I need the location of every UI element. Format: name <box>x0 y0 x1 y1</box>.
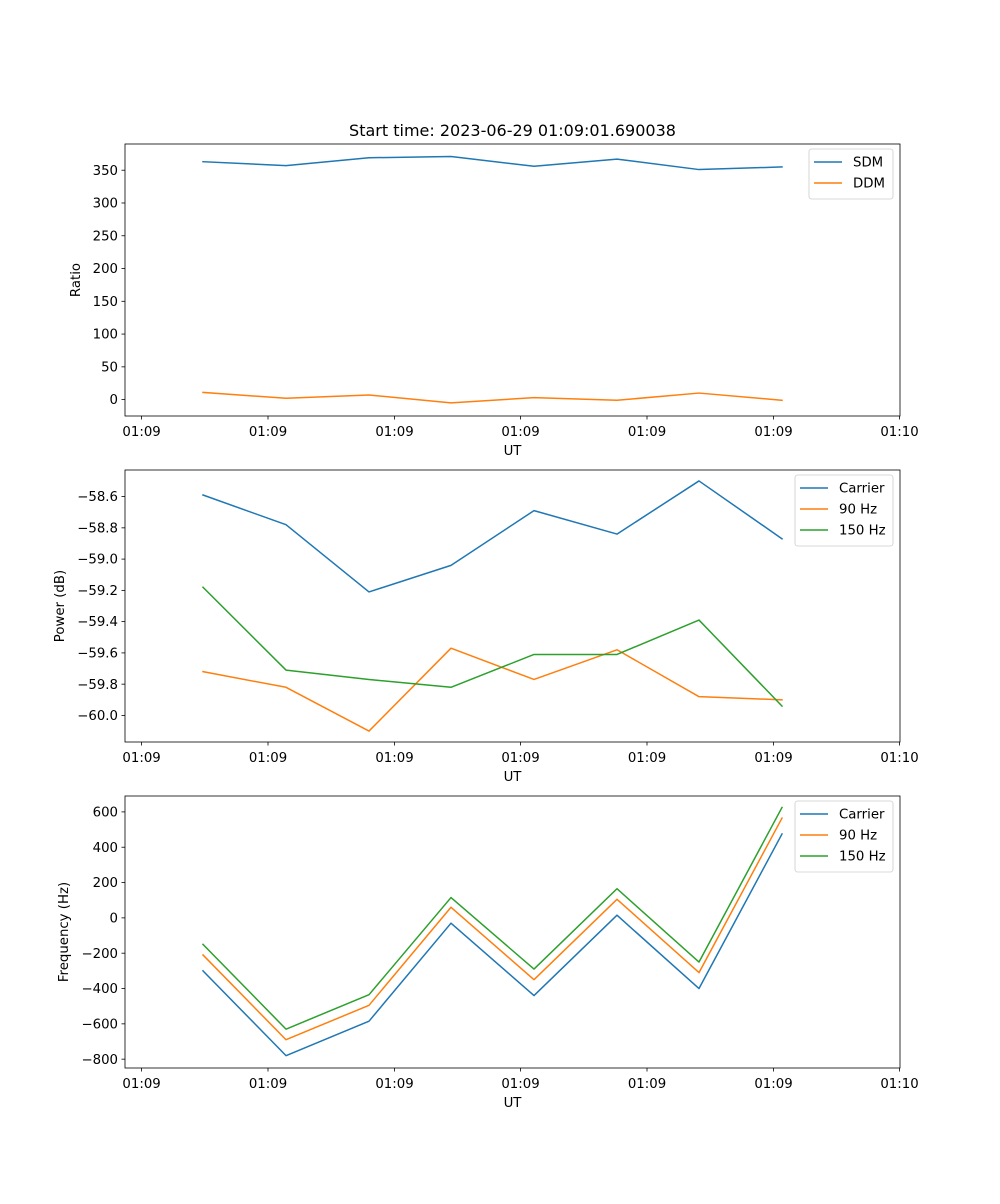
y-tick-label: −200 <box>81 947 118 962</box>
x-tick-label: 01:09 <box>122 425 160 440</box>
legend-entry: 150 Hz <box>839 850 886 865</box>
y-tick-label: −59.2 <box>77 584 118 599</box>
x-tick-label: 01:09 <box>501 1077 539 1092</box>
chart-title: Start time: 2023-06-29 01:09:01.690038 <box>349 121 676 140</box>
y-tick-label: −59.4 <box>77 615 118 630</box>
y-tick-label: −600 <box>81 1017 118 1032</box>
y-tick-label: 200 <box>93 876 118 891</box>
legend-entry: 90 Hz <box>839 503 877 518</box>
legend-entry: 150 Hz <box>839 524 886 539</box>
x-tick-label: 01:09 <box>122 751 160 766</box>
y-tick-label: 250 <box>93 229 118 244</box>
x-tick-label: 01:09 <box>754 1077 792 1092</box>
legend: SDM DDM <box>808 148 894 200</box>
y-tick-label: 150 <box>93 295 118 310</box>
x-tick-label: 01:10 <box>880 425 918 440</box>
chart-panel-3: 01:09 01:09 01:09 01:09 01:09 01:09 01:10 −800 −… <box>57 795 919 1111</box>
x-tick-label: 01:09 <box>375 751 413 766</box>
y-tick-label: 0 <box>110 393 118 408</box>
series-line-ddm <box>202 391 783 404</box>
x-axis-label: UT <box>504 770 523 785</box>
y-tick-label: −59.6 <box>77 646 118 661</box>
axes-frame <box>124 143 901 417</box>
y-tick-label: 100 <box>93 328 118 343</box>
legend-box <box>794 474 894 547</box>
y-tick-label: −58.8 <box>77 521 118 536</box>
legend-entry: Carrier <box>839 808 885 823</box>
x-tick-label: 01:09 <box>375 1077 413 1092</box>
x-axis-label: UT <box>504 1096 523 1111</box>
x-tick-label: 01:09 <box>628 425 666 440</box>
series-line-90-hz <box>201 817 784 1041</box>
y-tick-label: 600 <box>93 805 118 820</box>
y-tick-label: −59.8 <box>77 678 118 693</box>
axes-frame <box>124 469 901 743</box>
legend-entry: Carrier <box>839 482 885 497</box>
legend: Carrier 90 Hz 150 Hz <box>794 800 894 873</box>
y-tick-label: 400 <box>93 841 118 856</box>
y-axis-label: Ratio <box>69 263 84 297</box>
x-tick-label: 01:10 <box>880 751 918 766</box>
y-axis-label: Frequency (Hz) <box>57 882 72 982</box>
y-tick-label: 0 <box>110 911 118 926</box>
x-axis-label: UT <box>504 444 523 459</box>
axes-frame <box>124 795 901 1069</box>
x-tick-label: 01:09 <box>628 751 666 766</box>
y-tick-label: 200 <box>93 262 118 277</box>
y-tick-label: −58.6 <box>77 490 118 505</box>
x-tick-label: 01:09 <box>754 751 792 766</box>
legend-entry: DDM <box>853 177 885 192</box>
x-tick-label: 01:10 <box>880 1077 918 1092</box>
y-tick-label: −400 <box>81 982 118 997</box>
y-tick-label: −60.0 <box>77 709 118 724</box>
legend-entry: SDM <box>853 156 883 171</box>
x-tick-label: 01:09 <box>249 1077 287 1092</box>
x-tick-label: 01:09 <box>249 751 287 766</box>
series-line-150-hz <box>201 586 784 708</box>
x-tick-label: 01:09 <box>501 751 539 766</box>
legend: Carrier 90 Hz 150 Hz <box>794 474 894 547</box>
series-line-sdm <box>202 155 783 171</box>
y-tick-label: 50 <box>101 360 118 375</box>
legend-box <box>794 800 894 873</box>
chart-panel-2: 01:09 01:09 01:09 01:09 01:09 01:09 01:10 −60.0… <box>53 469 919 785</box>
x-tick-label: 01:09 <box>501 425 539 440</box>
y-tick-label: 350 <box>93 164 118 179</box>
y-axis-label: Power (dB) <box>53 570 68 642</box>
x-tick-label: 01:09 <box>375 425 413 440</box>
series-line-carrier <box>201 832 784 1057</box>
x-tick-label: 01:09 <box>249 425 287 440</box>
x-tick-label: 01:09 <box>122 1077 160 1092</box>
chart-panel-1: 01:09 01:09 01:09 01:09 01:09 01:09 01:10 0 50 10… <box>69 121 919 459</box>
series-line-carrier <box>202 480 784 593</box>
x-tick-label: 01:09 <box>754 425 792 440</box>
legend-entry: 90 Hz <box>839 829 877 844</box>
series-line-90-hz <box>202 647 783 732</box>
x-tick-label: 01:09 <box>628 1077 666 1092</box>
y-tick-label: −59.0 <box>77 553 118 568</box>
y-tick-label: 300 <box>93 197 118 212</box>
series-line-150-hz <box>201 806 784 1030</box>
y-tick-label: −800 <box>81 1053 118 1068</box>
